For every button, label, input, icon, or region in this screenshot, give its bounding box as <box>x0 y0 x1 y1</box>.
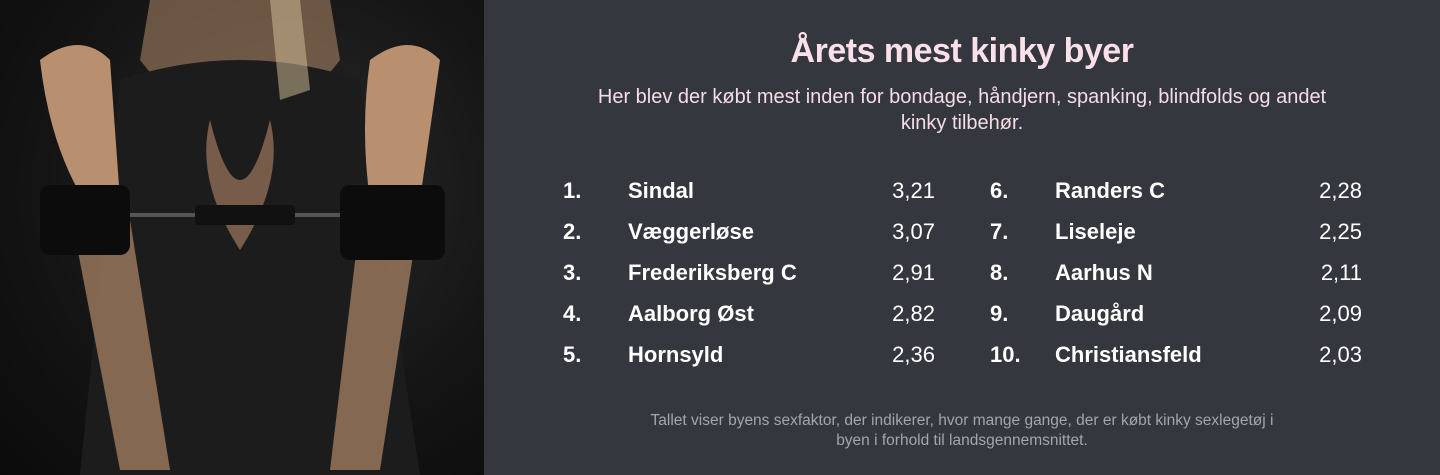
ranking-city: Hornsyld <box>628 342 724 367</box>
ranking-value: 2,82 <box>892 301 935 326</box>
ranking-rank: 6. <box>990 178 1009 203</box>
subtitle: Her blev der købt mest inden for bondage… <box>597 86 1327 134</box>
ranking-rank: 4. <box>563 301 582 326</box>
ranking-value: 2,03 <box>1319 342 1362 367</box>
ranking-value: 2,91 <box>892 260 935 285</box>
ranking-city: Aalborg Øst <box>628 301 754 326</box>
ranking-row: 4. Aalborg Øst 2,82 <box>563 299 935 329</box>
ranking-value: 3,21 <box>892 178 935 203</box>
ranking-city: Sindal <box>628 178 695 203</box>
ranking-rank: 7. <box>990 219 1009 244</box>
ranking-city: Daugård <box>1055 301 1145 326</box>
ranking-row: 10. Christiansfeld 2,03 <box>990 340 1362 370</box>
ranking-value: 2,28 <box>1319 178 1362 203</box>
ranking-row: 2. Væggerløse 3,07 <box>563 217 935 247</box>
page-title: Årets mest kinky byer <box>790 32 1134 70</box>
ranking-city: Randers C <box>1055 178 1166 203</box>
ranking-city: Væggerløse <box>628 219 754 244</box>
ranking-row: 6. Randers C 2,28 <box>990 176 1362 206</box>
footnote: Tallet viser byens sexfaktor, der indike… <box>650 412 1274 449</box>
ranking-rank: 3. <box>563 260 582 285</box>
ranking-city: Aarhus N <box>1055 260 1153 285</box>
ranking-value: 2,11 <box>1320 260 1362 285</box>
ranking-rank: 5. <box>563 342 582 367</box>
ranking-city: Christiansfeld <box>1055 342 1202 367</box>
ranking-row: 3. Frederiksberg C 2,91 <box>563 258 935 288</box>
ranking-rank: 8. <box>990 260 1009 285</box>
ranking-row: 7. Liseleje 2,25 <box>990 217 1362 247</box>
ranking-rank: 10. <box>990 342 1021 367</box>
ranking-value: 3,07 <box>892 219 935 244</box>
ranking-row: 9. Daugård 2,09 <box>990 299 1362 329</box>
ranking-value: 2,09 <box>1319 301 1362 326</box>
ranking-rank: 2. <box>563 219 582 244</box>
ranking-rank: 1. <box>563 178 582 203</box>
ranking-panel: Årets mest kinky byer Her blev der købt … <box>484 0 1440 475</box>
ranking-city: Liseleje <box>1055 219 1136 244</box>
ranking-row: 1. Sindal 3,21 <box>563 176 935 206</box>
ranking-rank: 9. <box>990 301 1009 326</box>
ranking-value: 2,36 <box>892 342 935 367</box>
ranking-city: Frederiksberg C <box>628 260 797 285</box>
photo-woman-with-handcuffs <box>0 0 484 475</box>
ranking-row: 5. Hornsyld 2,36 <box>563 340 935 370</box>
ranking-value: 2,25 <box>1319 219 1362 244</box>
ranking-row: 8. Aarhus N 2,11 <box>990 258 1362 288</box>
